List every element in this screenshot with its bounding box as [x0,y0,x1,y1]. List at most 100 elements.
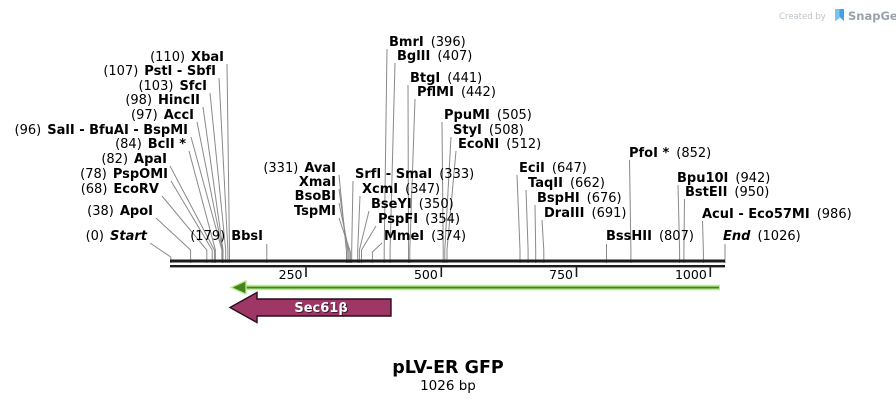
axis-tick-500 [440,267,443,277]
leader-line-bcli [188,150,216,263]
snapgene-flag-icon-highlight [835,9,840,21]
credit: Created by SnapGene [779,9,896,23]
plasmid-length: 1026 bp [420,378,476,394]
leader-line-draiii [541,219,545,263]
site-label-ppumi: PpuMI (505) [444,108,532,123]
leader-line-mmei [371,242,383,263]
axis-top-line [170,259,725,263]
site-label-sali-bfuai-bspmi: (96) SalI - BfuAI - BspMI [15,123,188,138]
site-label-apai: (82) ApaI [101,152,167,167]
leader-line-xbai [226,63,230,263]
leader-line-bglii [389,62,396,263]
site-label-styi: StyI (508) [453,123,524,138]
axis-tick-label-250: 250 [279,267,303,282]
site-label-xcmi: XcmI (347) [362,182,440,197]
site-label-taqii: TaqII (662) [528,176,605,191]
feature-arrow-sec61b [228,291,392,324]
site-label-mmei: MmeI (374) [384,229,466,244]
axis-tick-label-500: 500 [414,267,438,282]
selection-span-arrow [229,279,720,296]
site-label-acci: (97) AccI [131,108,194,123]
site-label-bpu10i: Bpu10I (942) [677,171,770,186]
site-label-bcli: (84) BclI * [115,137,186,152]
leader-line-pspfi [361,225,377,263]
leader-line-pfoi [629,159,632,263]
selection-span-arrowhead [229,279,247,296]
site-label-pspfi: PspFI (354) [378,212,460,227]
site-label-bglii: BglII (407) [397,49,472,64]
site-label-apoi: (38) ApoI [87,204,153,219]
axis-bottom-line [170,265,725,268]
axis-tick-750 [575,267,578,277]
leader-line-psti-sbfi [218,77,229,263]
leader-line-acui [702,220,704,263]
site-label-bsobi: BsoBI [295,189,336,204]
site-label-econi: EcoNI (512) [458,137,541,152]
site-label-psti-sbfi: (107) PstI - SbfI [103,64,216,79]
selection-span-core [245,286,719,289]
site-label-pfoi: PfoI * (852) [629,146,711,161]
site-label-xmai: XmaI [299,175,336,190]
site-label-draiii: DraIII (691) [544,206,626,221]
site-label-start: (0) Start [86,229,148,244]
leader-line-avai [338,174,347,263]
leader-line-ppumi [441,121,444,263]
leader-line-pspomi [170,180,213,263]
leader-line-btgi [407,84,409,263]
leader-line-apoi [155,217,192,263]
site-label-bsphi: BspHI (676) [537,191,622,206]
site-label-bsshii: BssHII (807) [606,229,694,244]
leader-line-bpu10i [677,184,681,263]
site-label-end: End (1026) [723,229,801,244]
leader-line-bsteii [683,198,685,263]
axis-tick-label-1000: 1000 [675,267,707,282]
leader-line-bmri [383,48,388,263]
leader-line-acci [196,121,223,263]
leader-line-bsobi [338,202,350,263]
leader-line-srfi-smai [351,180,354,263]
leader-line-tspmi [338,217,351,263]
site-label-hincii: (98) HincII [125,93,200,108]
leader-line-bseyi [358,210,370,263]
leader-lines [149,48,726,263]
leader-line-styi [444,136,452,263]
snapgene-brand: SnapGene [848,9,896,23]
site-label-tspmi: TspMI [294,204,336,219]
leader-line-xcmi [357,195,361,263]
leader-line-ecorv [161,195,208,263]
credit-text: Created by [779,12,826,22]
site-labels: (110) XbaI (107) PstI - SbfI (103) SfcI (98… [15,35,852,244]
axis-tick-1000 [709,267,712,277]
leader-line-start [149,242,172,263]
leader-line-apai [169,165,215,263]
site-label-pflmi: PflMI (442) [417,85,496,100]
leader-line-econi [446,150,457,263]
leader-line-taqii [525,189,529,263]
leader-line-sali [190,136,223,263]
site-label-pspomi: (78) PspOMI [80,167,168,182]
site-label-acui-eco57mi: AcuI - Eco57MI (986) [702,207,852,222]
site-label-ecorv: (68) EcoRV [81,182,159,197]
site-label-bsteii: BstEII (950) [685,185,769,200]
site-label-sfci: (103) SfcI [138,79,207,94]
feature-sec61b: Sec61β [228,291,392,324]
site-label-bseyi: BseYI (350) [371,197,454,212]
title-block: pLV-ER GFP 1026 bp [392,358,504,394]
axis-tick-250 [305,267,307,277]
leader-line-sfci [209,92,227,263]
site-label-srfi-smai: SrfI - SmaI (333) [355,167,474,182]
leader-line-bsphi [534,204,537,263]
site-label-avai: (331) AvaI [263,161,336,176]
site-label-ecii: EciI (647) [519,161,587,176]
leader-line-pflmi [409,98,416,263]
leader-line-ecii [516,174,521,263]
plasmid-title: pLV-ER GFP [392,358,504,378]
site-label-btgi: BtgI (441) [410,71,482,86]
site-label-bmri: BmrI (396) [389,35,466,50]
leader-line-xmai [338,188,349,263]
site-label-bbsi: (179) BbsI [190,229,263,244]
site-label-xbai: (110) XbaI [150,50,224,65]
sequence-axis: 250 500 750 1000 [170,259,725,282]
